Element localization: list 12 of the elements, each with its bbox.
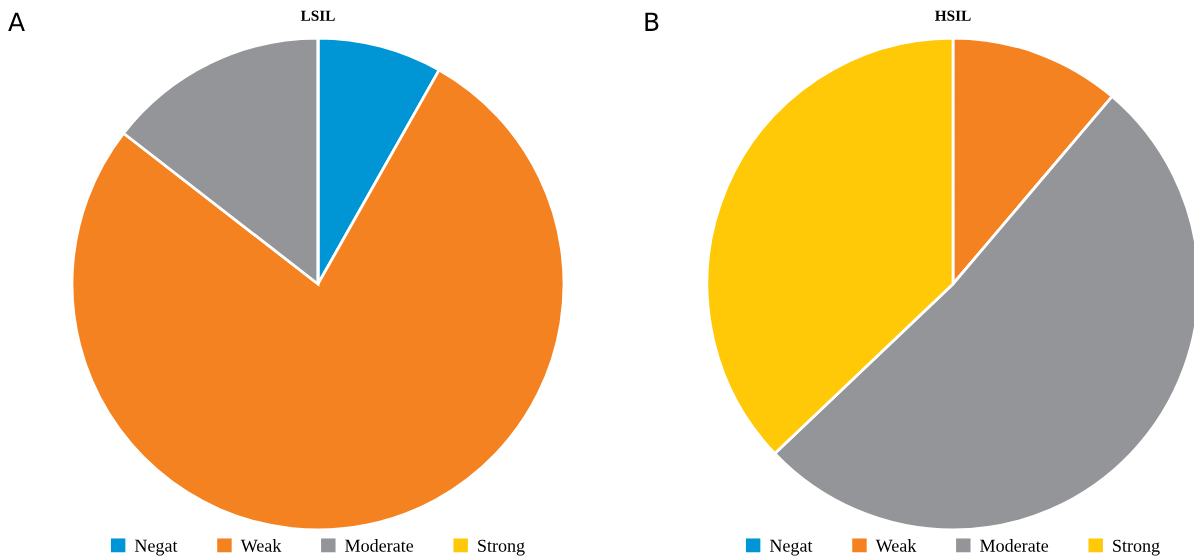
legend-label: Strong bbox=[478, 539, 525, 556]
legend-label: Weak bbox=[240, 539, 282, 552]
text: A bbox=[8, 12, 25, 31]
legend-label: Weak bbox=[875, 539, 917, 552]
legend-label: Negat bbox=[769, 539, 813, 556]
chart-title: HSIL bbox=[935, 10, 971, 21]
legend-label: Moderate bbox=[345, 539, 414, 552]
chart-title: LSIL bbox=[300, 10, 335, 21]
text: B bbox=[645, 12, 659, 31]
legend-label: Strong bbox=[1113, 539, 1160, 556]
legend-label: Negat bbox=[134, 539, 178, 556]
legend-label: Moderate bbox=[980, 539, 1049, 552]
